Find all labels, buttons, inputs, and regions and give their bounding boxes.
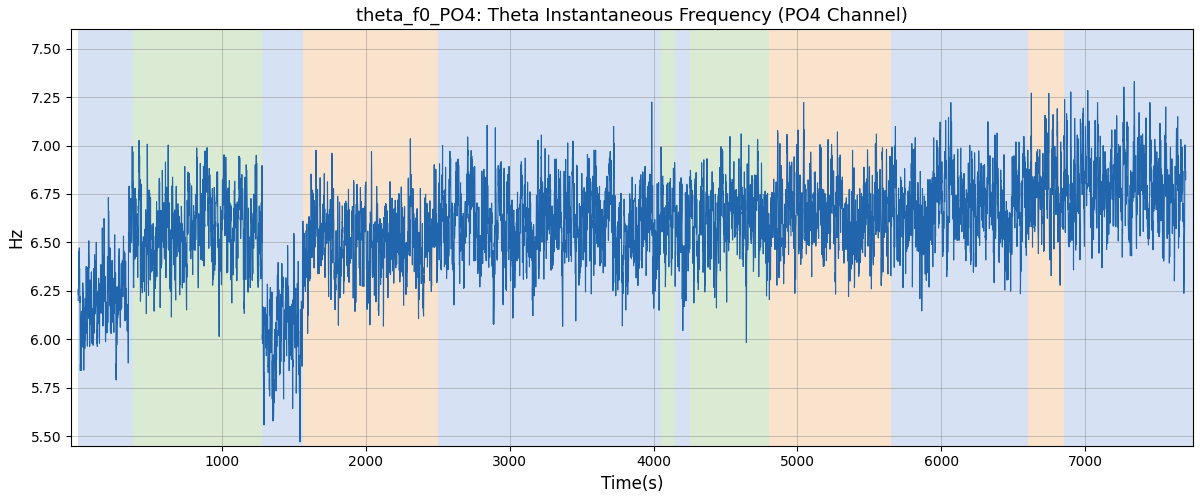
X-axis label: Time(s): Time(s): [601, 475, 664, 493]
Bar: [769, 30, 890, 446]
Bar: [647, 30, 661, 446]
Bar: [263, 30, 302, 446]
Bar: [1027, 30, 1063, 446]
Bar: [78, 30, 133, 446]
Bar: [302, 30, 438, 446]
Bar: [690, 30, 769, 446]
Bar: [890, 30, 1027, 446]
Bar: [133, 30, 263, 446]
Bar: [438, 30, 647, 446]
Y-axis label: Hz: Hz: [7, 227, 25, 248]
Title: theta_f0_PO4: Theta Instantaneous Frequency (PO4 Channel): theta_f0_PO4: Theta Instantaneous Freque…: [356, 7, 908, 25]
Bar: [1063, 30, 1193, 446]
Bar: [661, 30, 676, 446]
Bar: [676, 30, 690, 446]
